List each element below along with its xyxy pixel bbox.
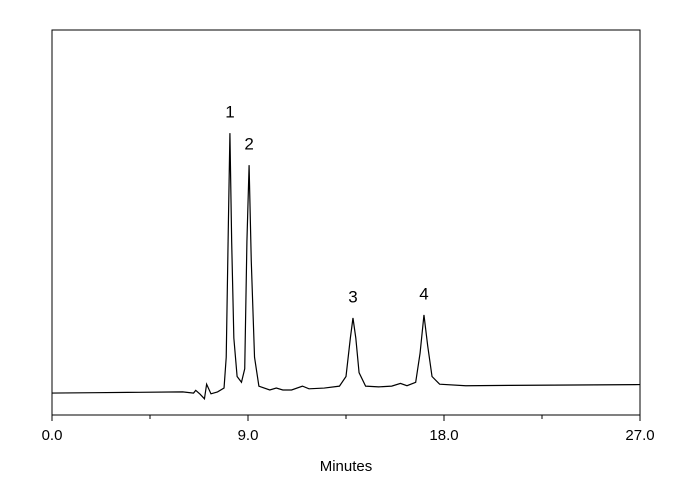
- x-tick-label: 27.0: [625, 427, 654, 444]
- x-tick-label: 18.0: [429, 427, 458, 444]
- peak-label: 1: [225, 103, 234, 122]
- trace: [51, 133, 641, 401]
- peak-label: 4: [419, 284, 428, 303]
- peak-label: 2: [244, 135, 253, 154]
- x-tick-label: 9.0: [238, 427, 259, 444]
- plot-frame: [51, 29, 641, 416]
- x-axis-label: Minutes: [320, 458, 373, 475]
- x-tick-label: 0.0: [42, 427, 63, 444]
- peak-label: 3: [348, 287, 357, 306]
